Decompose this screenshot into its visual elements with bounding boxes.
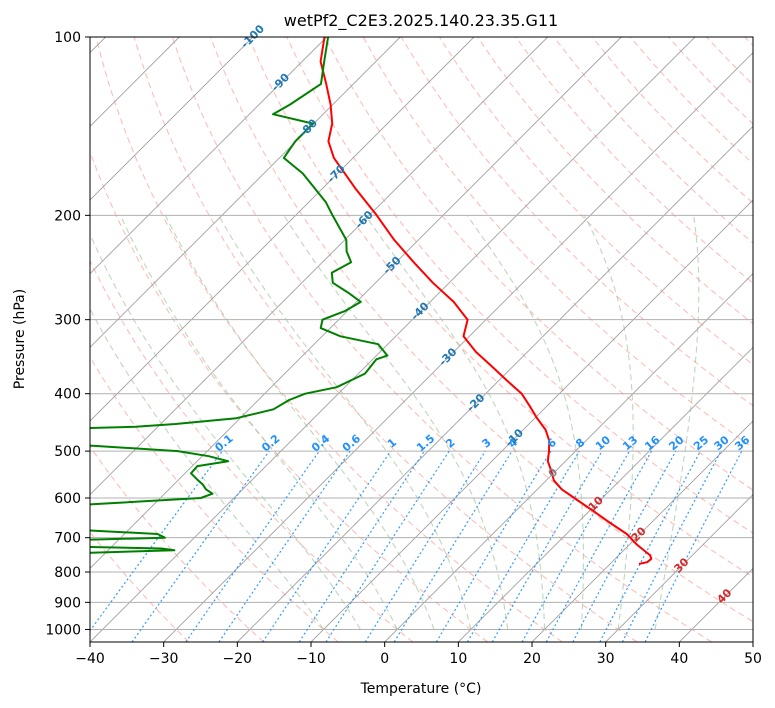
mixing-ratio-line	[364, 450, 486, 642]
y-axis-label: Pressure (hPa)	[12, 289, 28, 389]
dry-adiabat	[248, 37, 753, 578]
isotherm-line	[237, 125, 753, 642]
dry-adiabat	[133, 37, 638, 642]
y-tick-label: 200	[54, 208, 81, 224]
mixing-ratio-line	[298, 450, 425, 642]
mixing-ratio-line	[131, 450, 270, 642]
x-tick-label: 50	[744, 651, 762, 667]
moist-adiabat	[90, 307, 325, 630]
y-tick-label: 500	[54, 444, 81, 460]
mixing-ratio-line	[393, 450, 513, 642]
y-tick-label: 700	[54, 531, 81, 547]
dry-adiabat	[171, 37, 712, 642]
y-tick-label: 900	[54, 595, 81, 611]
mixing-ratio-line	[545, 450, 653, 642]
mixing-ratio-line	[185, 450, 320, 642]
dewpoint-profile-line	[90, 37, 389, 554]
y-tick-label: 300	[54, 313, 81, 329]
isotherm-line	[90, 37, 622, 569]
y-tick-label: 1000	[45, 622, 81, 638]
mixing-ratio-line	[218, 450, 351, 642]
mixing-ratio-line	[435, 450, 552, 642]
dry-adiabat	[324, 37, 753, 491]
isotherm-line	[310, 199, 753, 642]
isotherm-line	[90, 37, 254, 201]
isotherm-line	[458, 346, 753, 642]
y-tick-label: 800	[54, 565, 81, 581]
mixing-ratio-line	[572, 450, 677, 642]
y-tick-label: 600	[54, 491, 81, 507]
isotherm-line	[90, 37, 548, 496]
temperature-profile-line	[319, 37, 653, 565]
x-tick-label: 40	[670, 651, 688, 667]
moist-adiabat	[283, 215, 509, 630]
series-layer	[90, 37, 653, 565]
isotherm-line	[90, 37, 475, 422]
isotherm-line	[384, 273, 753, 642]
moist-adiabat	[119, 215, 398, 630]
dry-adiabat	[515, 37, 753, 284]
mixing-ratio-line	[262, 450, 392, 642]
dry-adiabat	[286, 37, 753, 534]
dry-adiabat	[95, 37, 563, 642]
y-tick-label: 400	[54, 387, 81, 403]
x-tick-label: 10	[449, 651, 467, 667]
mixing-ratio-line	[466, 450, 580, 642]
x-tick-label: −20	[223, 651, 253, 667]
mixing-ratio-line	[599, 450, 702, 642]
plot-frame	[89, 36, 754, 643]
isotherm-line	[90, 37, 696, 642]
mixing-ratio-line	[325, 450, 450, 642]
mixing-ratio-line	[644, 450, 743, 642]
background-lines	[90, 37, 753, 642]
dry-adiabat	[90, 259, 414, 642]
dry-adiabat	[90, 445, 264, 642]
isotherm-line	[90, 37, 327, 275]
x-tick-label: 20	[523, 651, 541, 667]
y-tick-label: 100	[54, 30, 81, 46]
x-tick-label: −40	[75, 651, 105, 667]
chart-title: wetPf2_C2E3.2025.140.23.35.G11	[284, 11, 558, 31]
x-tick-label: 0	[380, 651, 389, 667]
x-axis-label: Temperature (°C)	[360, 681, 482, 697]
x-tick-label: −30	[149, 651, 179, 667]
x-tick-label: 30	[597, 651, 615, 667]
x-tick-label: −10	[296, 651, 326, 667]
isotherm-line	[605, 494, 753, 642]
